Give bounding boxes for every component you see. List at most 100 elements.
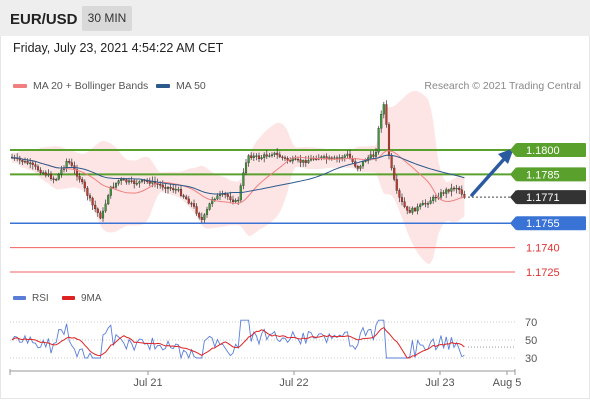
candle-body [190,203,193,205]
rsi-ma-swatch-icon [62,296,75,301]
candle-body [57,173,60,180]
candle-body [21,159,24,163]
candle-body [65,161,68,168]
x-axis-label: Jul 23 [425,377,454,389]
copyright-text: Research © 2021 Trading Central [424,80,581,92]
candle-body [226,194,229,197]
candle-body [380,114,383,129]
legend-rsi-ma: 9MA [62,293,102,304]
candle-body [455,187,458,190]
candle-body [411,207,414,213]
candle-body [29,162,32,165]
candle-body [166,187,170,189]
bollinger-band [12,90,465,265]
candle-body [156,183,159,185]
candle-body [120,179,123,181]
candle-body [304,160,307,163]
candle-body [177,189,180,191]
candle-body [294,158,297,160]
symbol-label: EUR/USD [10,11,78,28]
rsi-panel: 70 50 30 [10,317,537,365]
candle-body [273,152,276,155]
candle-body [101,210,105,219]
candle-body [257,155,261,160]
candle-body [208,203,211,210]
level-label-box-1.1785 [516,167,586,182]
candle-body [34,164,37,167]
candle-body [374,151,378,157]
candle-body [278,154,281,158]
candle-body [81,179,84,183]
candle-body [174,189,177,191]
candle-body [385,104,388,125]
candle-body [330,157,333,159]
candle-body [281,156,284,159]
level-label-pointer-1.1800 [510,143,516,157]
candle-body [117,180,120,184]
legend-ma20: MA 20 + Bollinger Bands [13,80,148,92]
timeframe-button[interactable]: 30 MIN [82,6,132,31]
candle-body [122,179,125,181]
candle-body [195,206,198,214]
legend-rsi: RSI [13,293,49,304]
candle-body [463,194,466,198]
candle-body [138,181,141,184]
candle-body [185,196,188,200]
ma50-line [11,154,465,195]
candle-body [361,161,365,167]
candle-body [335,157,339,159]
candle-body [127,180,131,183]
candle-body [231,199,235,203]
candle-body [270,154,274,156]
candle-body [112,186,115,189]
ma50-legend-label: MA 50 [176,80,206,92]
candle-body [260,157,263,160]
candle-body [86,187,89,196]
candle-body [382,104,385,115]
candle-body [130,180,133,182]
level-labels: 1.1800 1.1785 1.1771 1.1755 1.1740 1.1725 [510,143,586,279]
candle-body [44,172,47,176]
candle-body [216,195,219,200]
candle-body [322,156,326,158]
level-label-box-1.1800 [516,143,586,157]
candle-body [252,155,255,158]
candle-body [255,155,258,157]
level-label-box-1.1771 [516,190,586,205]
candle-body [398,190,401,198]
candle-body [229,196,232,201]
candle-body [276,152,279,155]
ma20-swatch-icon [13,84,27,89]
candle-body [421,202,424,205]
candle-body [424,202,427,205]
x-axis: Jul 21 Jul 22 Jul 23 Aug 5 [9,369,521,389]
candle-body [182,195,185,198]
x-axis-label: Jul 21 [133,377,162,389]
candle-body [83,181,86,189]
bollinger-band-area [12,90,465,265]
candle-body [135,183,138,185]
candle-body [445,189,448,194]
level-label-pointer-1.1785 [510,167,516,182]
candle-body [413,207,417,212]
candle-body [125,179,128,183]
chart-datetime: Friday, July 23, 2021 4:54:22 AM CET [13,41,224,55]
candle-body [348,153,352,159]
toolbar: EUR/USD 30 MIN [0,0,590,36]
candle-body [247,155,250,164]
candle-body [187,198,190,204]
candle-body [320,156,323,159]
level-label-pointer-1.1755 [510,216,516,231]
candle-body [60,169,63,175]
ma20-line [11,150,465,204]
rsi-ma-line [11,326,465,359]
candle-body [354,161,357,167]
candle-body [452,187,456,190]
candle-body [296,158,300,161]
candle-body [369,154,372,158]
rsi-swatch-icon [13,296,26,301]
candle-body [434,196,437,199]
candle-body [107,195,110,205]
forecast-arrow-head [498,148,514,164]
